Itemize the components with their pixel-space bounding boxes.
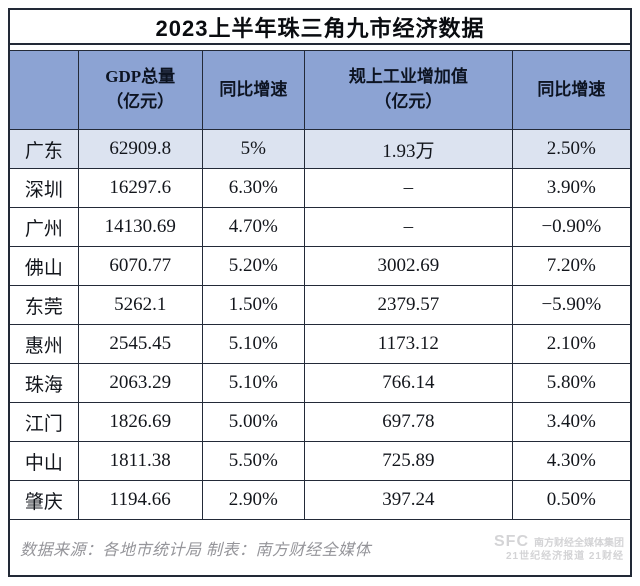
outer-frame: 2023上半年珠三角九市经济数据 GDP总量 （亿元） 同比增速 规上工业增加值… <box>8 8 632 577</box>
gdp-cell: 2545.45 <box>77 324 203 364</box>
table-row: 广东 62909.8 5% 1.93万 2.50% <box>10 129 630 169</box>
gdp-growth-cell: 5.50% <box>201 441 305 481</box>
industry-cell: 397.24 <box>303 480 513 520</box>
data-source-note: 数据来源：各地市统计局 制表：南方财经全媒体 <box>20 541 372 559</box>
watermark-line2: 21世纪经济报道 21财经 <box>505 551 624 563</box>
gdp-growth-cell: 1.50% <box>201 285 305 325</box>
economy-data-table: GDP总量 （亿元） 同比增速 规上工业增加值 （亿元） 同比增速 广东 629… <box>10 50 630 520</box>
industry-growth-cell: 3.40% <box>511 402 630 442</box>
gdp-cell: 16297.6 <box>77 168 203 208</box>
table-row: 佛山 6070.77 5.20% 3002.69 7.20% <box>10 246 630 286</box>
footer: 数据来源：各地市统计局 制表：南方财经全媒体 SFC 南方财经全媒体集团 21世纪… <box>10 520 630 575</box>
industry-growth-cell: 4.30% <box>511 441 630 481</box>
industry-growth-cell: 2.10% <box>511 324 630 364</box>
city-cell: 东莞 <box>10 285 79 325</box>
city-cell: 中山 <box>10 441 79 481</box>
table-row: 肇庆 1194.66 2.90% 397.24 0.50% <box>10 480 630 520</box>
table-row: 广州 14130.69 4.70% – −0.90% <box>10 207 630 247</box>
city-cell: 广东 <box>10 129 79 169</box>
gdp-cell: 1811.38 <box>77 441 203 481</box>
watermark-group-name: 南方财经全媒体集团 <box>534 537 624 549</box>
city-cell: 广州 <box>10 207 79 247</box>
watermark-line1: SFC 南方财经全媒体集团 <box>494 532 624 551</box>
header-city <box>10 50 79 130</box>
industry-cell: 2379.57 <box>303 285 513 325</box>
city-cell: 深圳 <box>10 168 79 208</box>
gdp-cell: 62909.8 <box>77 129 203 169</box>
gdp-cell: 5262.1 <box>77 285 203 325</box>
table-row: 深圳 16297.6 6.30% – 3.90% <box>10 168 630 208</box>
industry-cell: 1173.12 <box>303 324 513 364</box>
industry-cell: 1.93万 <box>303 129 513 169</box>
gdp-growth-cell: 6.30% <box>201 168 305 208</box>
table-row: 惠州 2545.45 5.10% 1173.12 2.10% <box>10 324 630 364</box>
industry-growth-cell: 2.50% <box>511 129 630 169</box>
gdp-growth-cell: 2.90% <box>201 480 305 520</box>
city-cell: 江门 <box>10 402 79 442</box>
header-row: GDP总量 （亿元） 同比增速 规上工业增加值 （亿元） 同比增速 <box>10 50 630 130</box>
industry-cell: 3002.69 <box>303 246 513 286</box>
industry-growth-cell: −0.90% <box>511 207 630 247</box>
header-gdp-growth: 同比增速 <box>201 50 305 130</box>
header-industrial-growth: 同比增速 <box>511 50 630 130</box>
city-cell: 肇庆 <box>10 480 79 520</box>
city-cell: 惠州 <box>10 324 79 364</box>
table-header: GDP总量 （亿元） 同比增速 规上工业增加值 （亿元） 同比增速 <box>10 50 630 130</box>
industry-growth-cell: 5.80% <box>511 363 630 403</box>
industry-cell: 766.14 <box>303 363 513 403</box>
city-cell: 珠海 <box>10 363 79 403</box>
industry-cell: 725.89 <box>303 441 513 481</box>
industry-growth-cell: −5.90% <box>511 285 630 325</box>
industry-growth-cell: 3.90% <box>511 168 630 208</box>
gdp-cell: 14130.69 <box>77 207 203 247</box>
header-gdp-total: GDP总量 （亿元） <box>77 50 203 130</box>
sfc-logo: SFC <box>494 532 529 550</box>
city-cell: 佛山 <box>10 246 79 286</box>
sfc-watermark: SFC 南方财经全媒体集团 21世纪经济报道 21财经 <box>494 532 624 563</box>
gdp-growth-cell: 5.20% <box>201 246 305 286</box>
gdp-growth-cell: 5.10% <box>201 363 305 403</box>
gdp-cell: 2063.29 <box>77 363 203 403</box>
gdp-growth-cell: 5% <box>201 129 305 169</box>
table-body: 广东 62909.8 5% 1.93万 2.50% 深圳 16297.6 6.3… <box>10 129 630 520</box>
industry-cell: 697.78 <box>303 402 513 442</box>
table-row: 江门 1826.69 5.00% 697.78 3.40% <box>10 402 630 442</box>
gdp-cell: 1826.69 <box>77 402 203 442</box>
header-industrial-added-value: 规上工业增加值 （亿元） <box>303 50 513 130</box>
table-row: 珠海 2063.29 5.10% 766.14 5.80% <box>10 363 630 403</box>
gdp-growth-cell: 4.70% <box>201 207 305 247</box>
industry-growth-cell: 0.50% <box>511 480 630 520</box>
gdp-cell: 6070.77 <box>77 246 203 286</box>
gdp-growth-cell: 5.00% <box>201 402 305 442</box>
industry-growth-cell: 7.20% <box>511 246 630 286</box>
table-row: 中山 1811.38 5.50% 725.89 4.30% <box>10 441 630 481</box>
industry-cell: – <box>303 207 513 247</box>
table-row: 东莞 5262.1 1.50% 2379.57 −5.90% <box>10 285 630 325</box>
gdp-cell: 1194.66 <box>77 480 203 520</box>
gdp-growth-cell: 5.10% <box>201 324 305 364</box>
industry-cell: – <box>303 168 513 208</box>
page-title: 2023上半年珠三角九市经济数据 <box>10 10 630 45</box>
